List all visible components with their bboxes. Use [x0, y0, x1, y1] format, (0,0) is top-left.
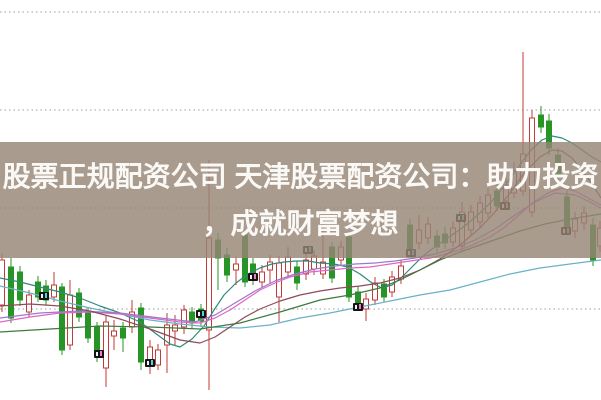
pattern-marker — [39, 292, 49, 300]
pattern-marker-tick — [250, 275, 252, 279]
candle-body — [267, 261, 273, 271]
candle — [267, 255, 273, 284]
candle-body — [372, 282, 378, 301]
pattern-marker — [94, 350, 104, 358]
pattern-marker — [145, 359, 155, 367]
candle — [35, 276, 41, 302]
pattern-marker — [353, 303, 363, 311]
candle-body — [17, 271, 23, 301]
candle-body — [155, 349, 161, 366]
candle-body — [35, 281, 41, 298]
candle-body — [259, 271, 265, 283]
candle — [155, 344, 161, 370]
candle-body — [111, 330, 117, 337]
candle-body — [85, 312, 91, 339]
candle — [538, 106, 544, 133]
headline-overlay: 股票正规配资公司 天津股票配资公司：助力投资 ，成就财富梦想 — [0, 142, 601, 258]
candle — [17, 266, 23, 306]
candle — [259, 265, 265, 288]
candle-body — [138, 307, 144, 363]
candle — [181, 305, 187, 334]
pattern-marker — [196, 310, 206, 318]
pattern-marker-tick — [100, 351, 102, 356]
candle-body — [303, 259, 309, 275]
candle-body — [0, 259, 5, 306]
candle — [103, 315, 109, 387]
pattern-marker-box — [145, 359, 155, 367]
candle-body — [103, 321, 109, 369]
candle-body — [181, 309, 187, 328]
candle-body — [224, 254, 230, 276]
pattern-marker-tick — [147, 361, 149, 365]
pattern-marker-tick — [45, 293, 47, 298]
candle-body — [381, 283, 387, 298]
candle — [111, 320, 117, 350]
headline-line-2: ，成就财富梦想 — [202, 208, 399, 239]
candle — [138, 303, 144, 370]
pattern-marker-tick — [96, 352, 98, 356]
pattern-marker — [248, 273, 258, 281]
pattern-marker-box — [39, 292, 49, 300]
candle — [8, 258, 14, 323]
pattern-marker-box — [248, 273, 258, 281]
candle-body — [233, 263, 239, 271]
pattern-marker-box — [196, 310, 206, 318]
candle — [381, 279, 387, 302]
candle — [372, 277, 378, 305]
candle-body — [285, 256, 291, 273]
pattern-marker-tick — [151, 360, 153, 365]
candle-body — [59, 286, 65, 351]
candle-body — [8, 266, 14, 319]
pattern-marker-tick — [41, 294, 43, 298]
pattern-marker-tick — [254, 274, 256, 279]
candle — [0, 253, 5, 312]
ma-cyan — [0, 259, 601, 329]
candle — [363, 293, 369, 321]
pattern-marker-box — [353, 303, 363, 311]
candle — [233, 257, 239, 285]
candle — [59, 283, 65, 355]
pattern-marker-tick — [355, 305, 357, 309]
headline-line-1: 股票正规配资公司 天津股票配资公司：助力投资 — [2, 161, 599, 192]
candle — [85, 308, 91, 343]
pattern-marker-box — [94, 350, 104, 358]
candle — [147, 340, 153, 374]
candle-body — [538, 114, 544, 128]
pattern-marker-tick — [359, 304, 361, 309]
candle — [67, 280, 73, 350]
candle-body — [120, 327, 126, 339]
candle-body — [363, 298, 369, 310]
candle-body — [94, 326, 100, 354]
candle — [51, 272, 57, 302]
pattern-marker-tick — [198, 312, 200, 316]
pattern-marker-tick — [202, 311, 204, 316]
